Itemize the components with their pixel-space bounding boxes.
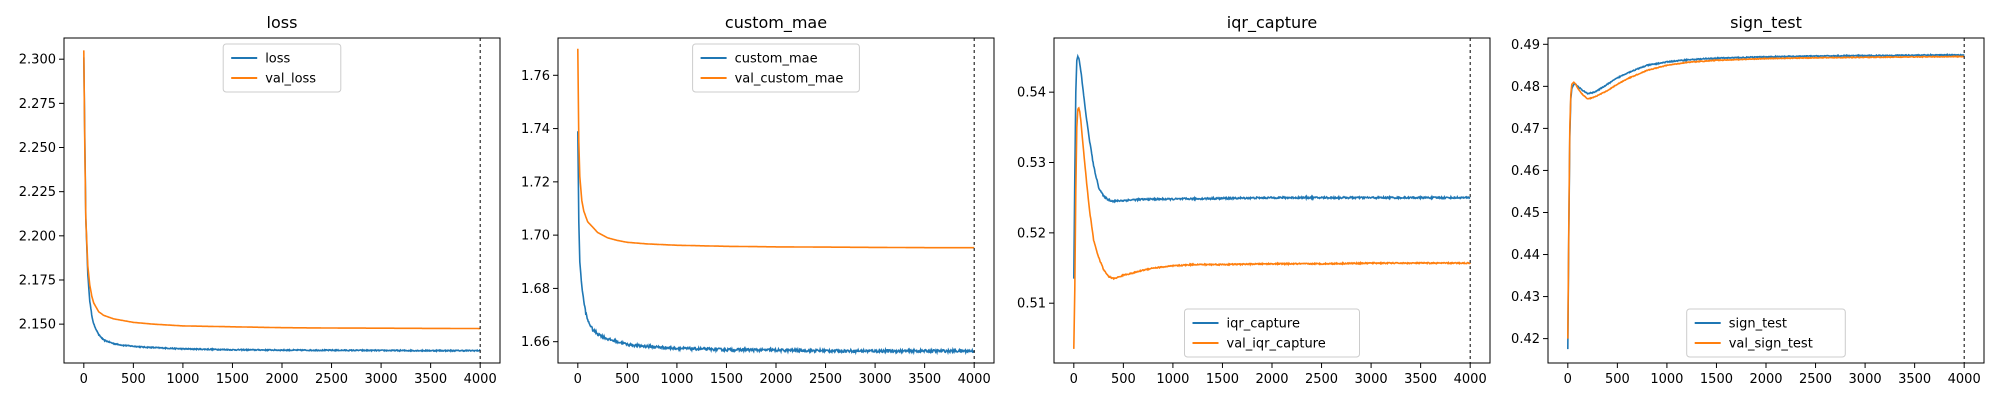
y-tick-label: 1.74 [521, 122, 550, 137]
y-tick-label: 2.200 [19, 229, 56, 244]
x-tick-label: 3000 [859, 372, 892, 387]
x-tick-label: 4000 [464, 372, 497, 387]
x-tick-label: 3500 [908, 372, 941, 387]
x-tick-label: 1500 [710, 372, 743, 387]
chart-title: sign_test [1730, 13, 1802, 33]
y-tick-label: 2.175 [19, 273, 56, 288]
x-tick-label: 4000 [958, 372, 991, 387]
y-tick-label: 0.47 [1511, 122, 1540, 137]
x-tick-label: 500 [121, 372, 146, 387]
y-tick-label: 2.300 [19, 53, 56, 68]
chart-title: custom_mae [725, 13, 827, 33]
x-tick-label: 2500 [1799, 372, 1832, 387]
y-tick-label: 1.68 [521, 282, 550, 297]
legend-label: val_loss [265, 72, 316, 87]
x-tick-label: 3000 [1355, 372, 1388, 387]
chart-panel-loss: loss 0 500 1000 1500 2000 2500 3000 3500 4000 2.15… [19, 13, 501, 387]
y-tick-label: 0.46 [1511, 164, 1540, 179]
x-tick-label: 500 [1111, 372, 1136, 387]
x-tick-label: 2000 [759, 372, 792, 387]
chart-title: iqr_capture [1227, 13, 1317, 33]
y-tick-label: 0.52 [1017, 226, 1046, 241]
x-tick-label: 4000 [1454, 372, 1487, 387]
x-tick-label: 0 [574, 372, 582, 387]
series-line-val_custom_mae [577, 48, 975, 249]
y-tick-label: 1.66 [521, 335, 550, 350]
x-tick-label: 2000 [1749, 372, 1782, 387]
y-tick-label: 0.48 [1511, 80, 1540, 95]
legend-label: val_custom_mae [735, 72, 844, 87]
y-tick-label: 0.49 [1511, 38, 1540, 53]
chart-panel-iqr_capture: iqr_capture 0 500 1000 1500 2000 2500 3000 3500 4… [1017, 13, 1491, 387]
legend-label: sign_test [1729, 317, 1787, 332]
x-tick-label: 2500 [809, 372, 842, 387]
x-tick-label: 1000 [1650, 372, 1683, 387]
x-tick-label: 500 [1605, 372, 1630, 387]
x-tick-label: 2500 [315, 372, 348, 387]
x-tick-label: 3500 [414, 372, 447, 387]
legend-box [1184, 308, 1360, 358]
legend: iqr_capture val_iqr_capture [1184, 308, 1360, 358]
x-tick-label: 1000 [166, 372, 199, 387]
series-line-val_loss [83, 50, 481, 330]
legend-box [1686, 308, 1846, 358]
series-line-val_iqr_capture [1073, 106, 1471, 349]
y-tick-label: 1.76 [521, 69, 550, 84]
x-tick-label: 3000 [365, 372, 398, 387]
x-tick-label: 0 [1070, 372, 1078, 387]
y-tick-label: 2.225 [19, 185, 56, 200]
y-tick-label: 0.42 [1511, 332, 1540, 347]
legend-label: val_sign_test [1729, 337, 1813, 352]
x-tick-label: 1500 [216, 372, 249, 387]
legend-label: loss [265, 52, 290, 67]
x-tick-label: 4000 [1948, 372, 1981, 387]
legend: sign_test val_sign_test [1686, 308, 1846, 358]
y-tick-label: 2.275 [19, 97, 56, 112]
x-tick-label: 2000 [1255, 372, 1288, 387]
series-line-custom_mae [577, 131, 975, 356]
series-line-sign_test [1567, 52, 1965, 350]
y-tick-label: 1.70 [521, 229, 550, 244]
x-tick-label: 0 [80, 372, 88, 387]
x-tick-label: 1000 [660, 372, 693, 387]
series-line-val_sign_test [1567, 55, 1965, 339]
legend-label: custom_mae [735, 52, 818, 67]
chart-panel-custom_mae: custom_mae 0 500 1000 1500 2000 2500 3000 3500 40… [521, 13, 995, 387]
x-tick-label: 1500 [1700, 372, 1733, 387]
y-tick-label: 0.43 [1511, 290, 1540, 305]
y-tick-label: 0.54 [1017, 86, 1046, 101]
y-tick-label: 2.150 [19, 318, 56, 333]
legend: loss val_loss [222, 43, 342, 93]
y-tick-label: 0.44 [1511, 248, 1540, 263]
legend-label: val_iqr_capture [1227, 337, 1326, 352]
legend-box [692, 43, 860, 93]
y-tick-label: 0.45 [1511, 206, 1540, 221]
y-tick-label: 1.72 [521, 175, 550, 190]
legend: custom_mae val_custom_mae [692, 43, 860, 93]
x-tick-label: 1500 [1206, 372, 1239, 387]
chart-title: loss [267, 13, 298, 32]
x-tick-label: 3500 [1898, 372, 1931, 387]
x-tick-label: 500 [615, 372, 640, 387]
x-tick-label: 1000 [1156, 372, 1189, 387]
x-tick-label: 3500 [1404, 372, 1437, 387]
legend-label: iqr_capture [1227, 317, 1300, 332]
y-tick-label: 2.250 [19, 141, 56, 156]
x-tick-label: 2000 [265, 372, 298, 387]
x-tick-label: 3000 [1849, 372, 1882, 387]
series-line-loss [83, 57, 481, 353]
chart-panel-sign_test: sign_test 0 500 1000 1500 2000 2500 3000 3500 400… [1511, 13, 1985, 387]
y-tick-label: 0.53 [1017, 156, 1046, 171]
legend-box [222, 43, 342, 93]
x-tick-label: 2500 [1305, 372, 1338, 387]
series-line-iqr_capture [1073, 53, 1471, 279]
y-tick-label: 0.51 [1017, 297, 1046, 312]
x-tick-label: 0 [1564, 372, 1572, 387]
